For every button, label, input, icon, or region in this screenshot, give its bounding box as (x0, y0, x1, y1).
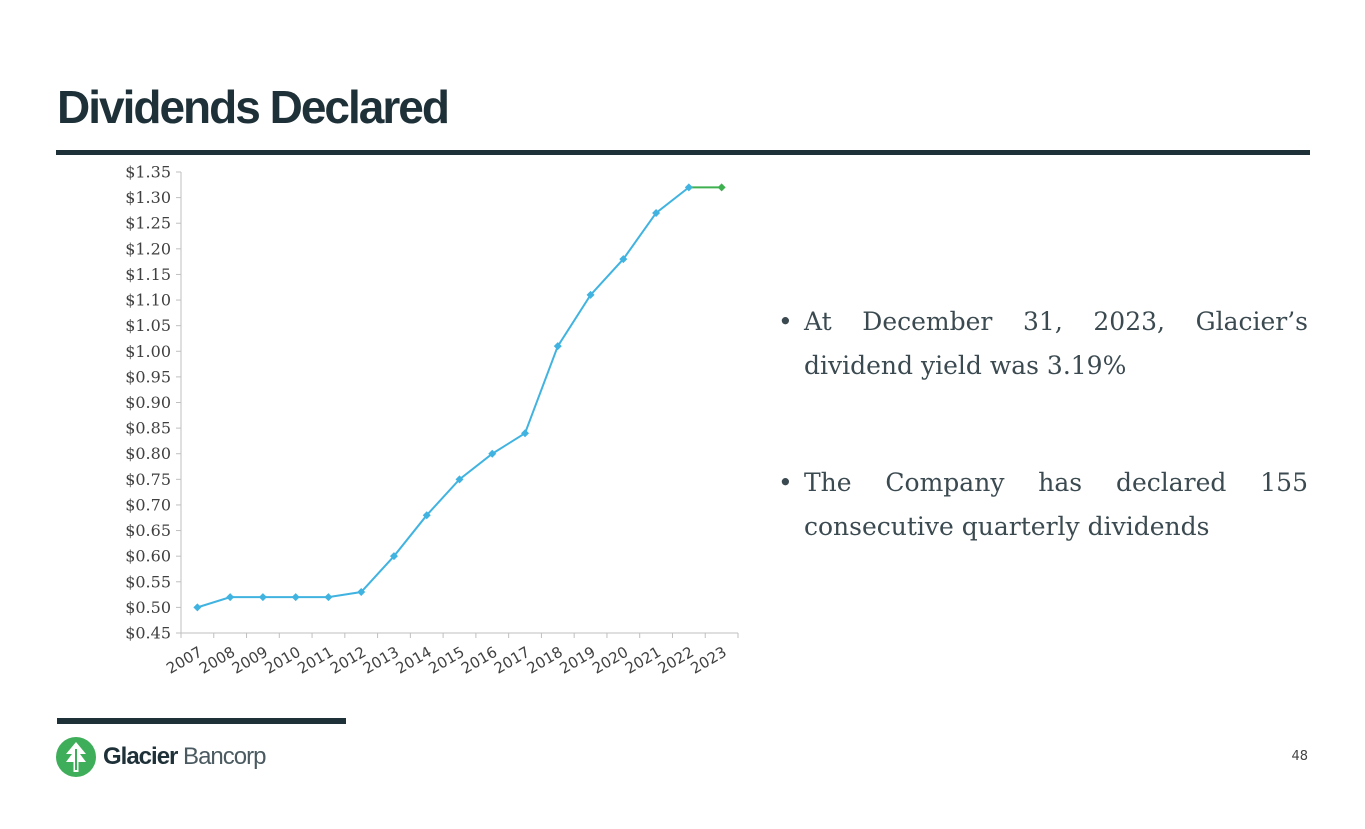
data-point-2019 (586, 290, 595, 299)
company-name-bold: Glacier (103, 743, 178, 770)
y-tick-label: $1.25 (125, 214, 171, 233)
bullet-item-consecutive-dividends: • The Company has declared 155 consecuti… (778, 461, 1308, 549)
data-point-2013 (389, 552, 398, 561)
y-tick-label: $0.55 (125, 572, 171, 591)
dividend-series-line (197, 186, 690, 609)
data-point-2007 (193, 603, 202, 612)
y-tick-label: $0.95 (125, 367, 171, 386)
y-tick-label: $1.00 (125, 342, 171, 361)
y-tick-label: $1.15 (125, 265, 171, 284)
data-point-2021 (652, 208, 661, 217)
data-point-2014 (422, 511, 431, 520)
y-tick-label: $0.90 (125, 393, 171, 412)
bullet-item-dividend-yield: • At December 31, 2023, Glacier’s divide… (778, 300, 1308, 388)
x-tick-label: 2023 (688, 643, 730, 678)
glacier-tree-icon (56, 737, 96, 777)
y-tick-label: $0.80 (125, 444, 171, 463)
data-point-2023 (717, 183, 726, 192)
y-tick-label: $0.70 (125, 495, 171, 514)
data-point-2017 (521, 429, 530, 438)
bullet-icon: • (778, 307, 793, 336)
bullet-icon: • (778, 468, 793, 497)
title-divider (56, 150, 1310, 155)
y-tick-label: $0.45 (125, 624, 171, 643)
company-logo: Glacier Bancorp (55, 736, 266, 778)
page-title: Dividends Declared (57, 81, 450, 133)
data-point-2009 (258, 593, 267, 602)
dividends-line-chart: $0.45 $0.50 $0.55 $0.60 $0.65 $0.70 $0.75 $0.80… (125, 163, 739, 678)
page-number: 48 (1291, 749, 1308, 764)
footer-divider (57, 718, 346, 724)
bullet-text-dividend-yield: At December 31, 2023, Glacier’s dividend… (804, 307, 1308, 380)
y-tick-label: $0.50 (125, 598, 171, 617)
data-point-2020 (619, 255, 628, 264)
data-point-2008 (226, 593, 235, 602)
data-point-2010 (291, 593, 300, 602)
y-tick-label: $1.30 (125, 188, 171, 207)
y-tick-label: $1.35 (125, 163, 171, 182)
data-point-2015 (455, 475, 464, 484)
data-point-2016 (488, 449, 497, 458)
y-tick-label: $1.20 (125, 239, 171, 258)
y-tick-label: $0.65 (125, 521, 171, 540)
bullet-text-consecutive-dividends: The Company has declared 155 consecutive… (804, 468, 1308, 541)
bullet-list: • At December 31, 2023, Glacier’s divide… (778, 300, 1308, 549)
data-point-2012 (357, 588, 366, 597)
y-tick-label: $1.05 (125, 316, 171, 335)
company-name-light: Bancorp (177, 743, 266, 770)
y-tick-label: $1.10 (125, 291, 171, 310)
data-point-2022 (684, 183, 693, 192)
company-name: Glacier Bancorp (103, 743, 266, 771)
y-tick-label: $0.75 (125, 470, 171, 489)
data-point-2018 (553, 342, 562, 351)
data-point-2011 (324, 593, 333, 602)
y-tick-label: $0.85 (125, 419, 171, 438)
y-tick-label: $0.60 (125, 547, 171, 566)
